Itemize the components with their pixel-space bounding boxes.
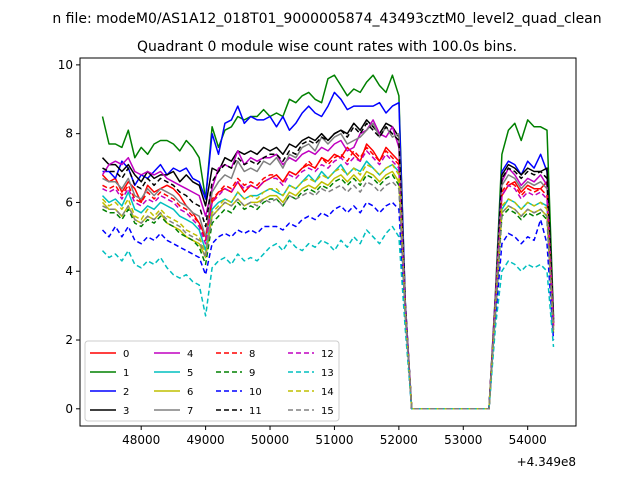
legend-label-4: 4 xyxy=(187,349,193,360)
legend-label-12: 12 xyxy=(321,349,334,360)
x-tick-label: 54000 xyxy=(509,433,547,447)
legend-label-6: 6 xyxy=(187,387,193,398)
legend-label-7: 7 xyxy=(187,406,193,417)
legend-label-9: 9 xyxy=(249,368,255,379)
x-tick-label: 53000 xyxy=(444,433,482,447)
y-tick-label: 2 xyxy=(65,333,73,347)
x-tick-label: 50000 xyxy=(251,433,289,447)
legend-box xyxy=(84,340,340,422)
chart-title: Quadrant 0 module wise count rates with … xyxy=(137,39,517,55)
legend-label-10: 10 xyxy=(249,387,262,398)
legend-label-0: 0 xyxy=(123,349,129,360)
y-tick-label: 0 xyxy=(65,402,73,416)
series-line-12 xyxy=(102,150,555,410)
plot-frame xyxy=(79,57,577,427)
y-axis: 0 2 4 6 8 10 xyxy=(58,58,80,416)
series-layer xyxy=(101,74,555,410)
x-offset-label: +4.349e8 xyxy=(517,455,576,469)
y-tick-label: 6 xyxy=(65,195,73,209)
x-tick-label: 51000 xyxy=(315,433,353,447)
legend-label-15: 15 xyxy=(321,406,334,417)
legend-label-2: 2 xyxy=(123,387,129,398)
y-tick-label: 8 xyxy=(65,127,73,141)
legend-label-13: 13 xyxy=(321,368,334,379)
x-tick-label: 49000 xyxy=(187,433,225,447)
legend-label-14: 14 xyxy=(321,387,334,398)
x-axis: 48000 49000 50000 51000 52000 53000 54000 xyxy=(122,426,547,447)
series-line-15 xyxy=(102,181,555,410)
figure-suptitle: n file: modeM0/AS1A12_018T01_9000005874_… xyxy=(52,11,601,27)
legend-label-5: 5 xyxy=(187,368,193,379)
legend-label-3: 3 xyxy=(123,406,129,417)
x-tick-label: 52000 xyxy=(380,433,418,447)
legend-label-1: 1 xyxy=(123,368,129,379)
y-tick-label: 10 xyxy=(58,58,73,72)
legend-label-11: 11 xyxy=(249,406,262,417)
legend-label-8: 8 xyxy=(249,349,255,360)
y-tick-label: 4 xyxy=(65,264,73,278)
x-tick-label: 48000 xyxy=(122,433,160,447)
series-line-9 xyxy=(102,174,555,410)
